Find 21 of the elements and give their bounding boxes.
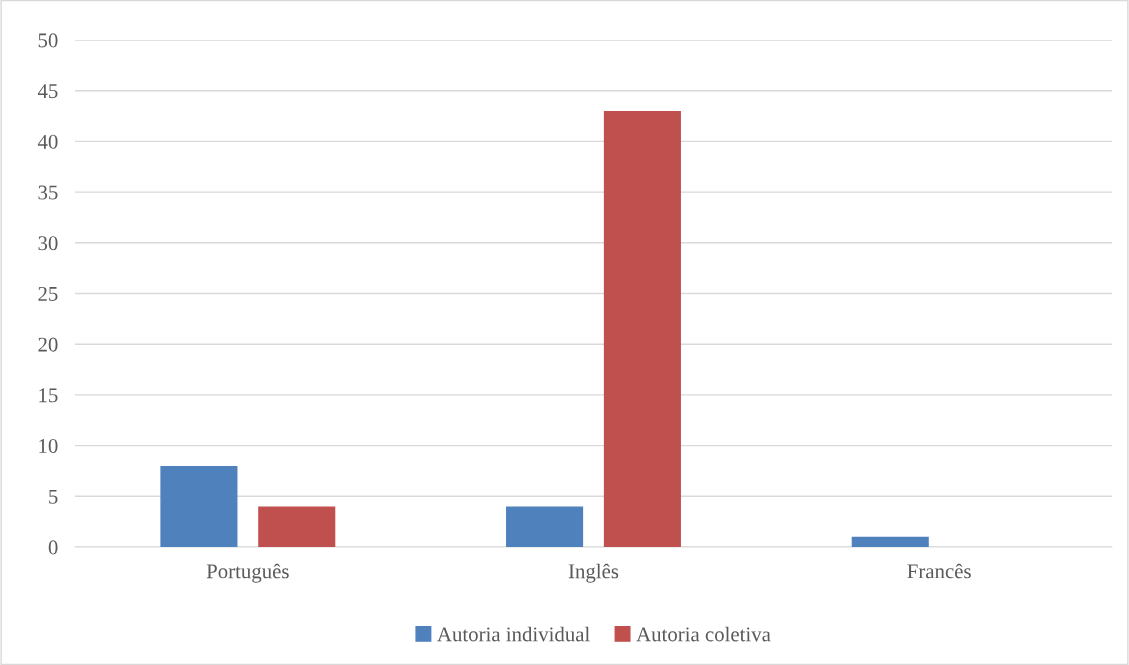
x-tick-label: Português bbox=[206, 563, 289, 583]
bar bbox=[851, 536, 929, 547]
x-tick-label: Inglês bbox=[568, 563, 619, 583]
y-tick-label: 15 bbox=[39, 388, 58, 403]
y-tick-label: 25 bbox=[38, 286, 58, 301]
y-tick-label: 45 bbox=[37, 84, 58, 99]
y-tick-label: 40 bbox=[37, 134, 58, 149]
bar bbox=[258, 506, 336, 547]
bar bbox=[603, 110, 681, 547]
legend-label: Autoria coletiva bbox=[636, 626, 771, 642]
y-tick-label: 5 bbox=[49, 489, 58, 504]
x-tick-label: Francês bbox=[907, 563, 971, 579]
y-tick-label: 20 bbox=[38, 337, 58, 352]
bar bbox=[160, 465, 238, 547]
y-tick-label: 0 bbox=[48, 540, 58, 555]
legend-label: Autoria individual bbox=[437, 626, 590, 642]
y-tick-label: 30 bbox=[38, 236, 58, 251]
y-tick-label: 50 bbox=[38, 33, 58, 48]
bar bbox=[506, 506, 584, 547]
y-tick-label: 35 bbox=[38, 185, 58, 200]
y-tick-label: 10 bbox=[39, 438, 58, 454]
